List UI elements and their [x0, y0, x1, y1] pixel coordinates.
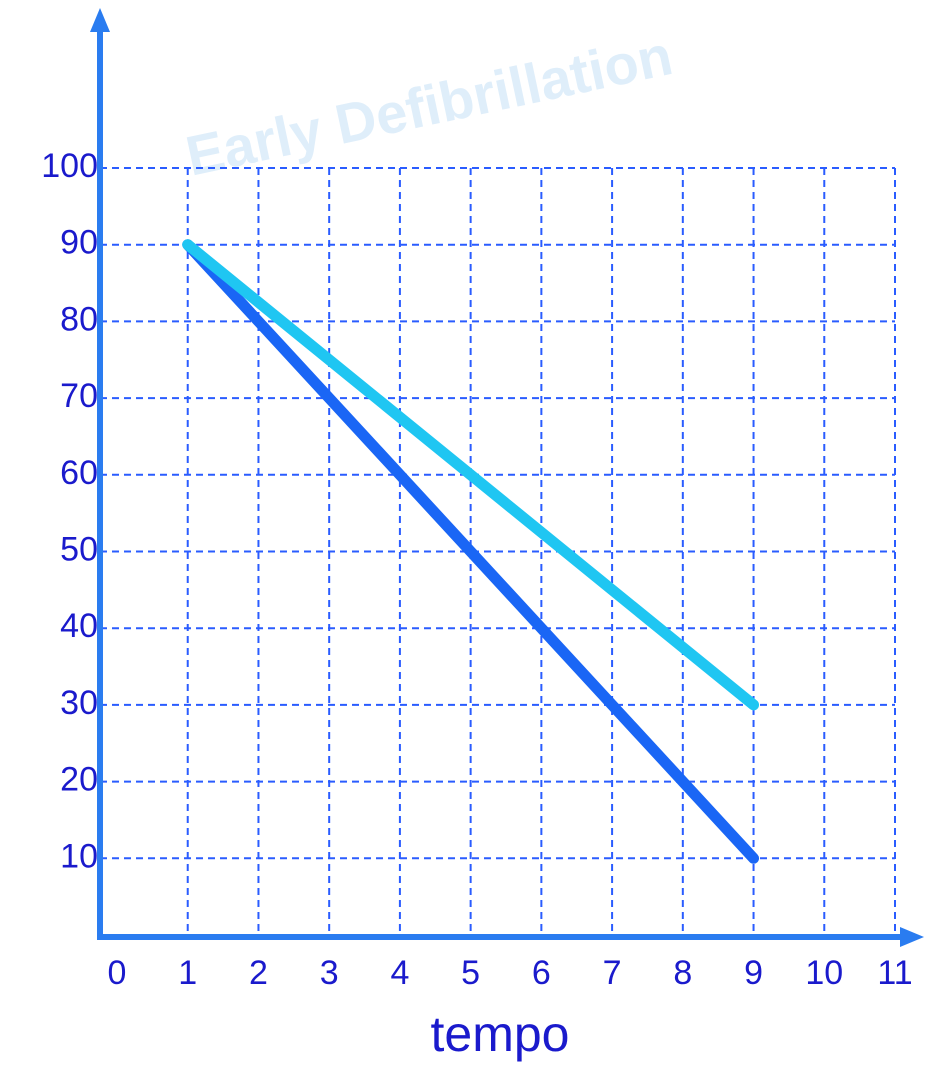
- y-tick-label: 40: [60, 607, 98, 645]
- y-tick-label: 90: [60, 224, 98, 262]
- x-tick-label: 9: [744, 954, 763, 992]
- y-tick-label: 50: [60, 530, 98, 568]
- y-tick-label: 10: [60, 837, 98, 875]
- y-tick-label: 80: [60, 300, 98, 338]
- x-tick-label: 11: [877, 954, 912, 992]
- x-axis-arrow: [900, 927, 924, 947]
- x-tick-label: 10: [805, 954, 843, 992]
- watermark: Early Defibrillation: [180, 23, 677, 187]
- x-tick-label: 5: [461, 954, 480, 992]
- x-tick-label: 6: [532, 954, 551, 992]
- x-tick-label: 3: [320, 954, 339, 992]
- y-tick-label: 30: [60, 684, 98, 722]
- x-tick-label: 7: [603, 954, 622, 992]
- x-tick-label: 4: [390, 954, 409, 992]
- y-axis-arrow: [90, 8, 110, 32]
- x-axis-label: tempo: [431, 1006, 570, 1062]
- x-tick-label: 8: [673, 954, 692, 992]
- y-tick-label: 100: [41, 147, 98, 185]
- x-tick-label: 2: [249, 954, 268, 992]
- chart: Early Defibrillation tempo 0 1 2 3 4 5 6 7 8 9 10 1…: [0, 0, 925, 1069]
- x-tick-label: 0: [108, 954, 127, 992]
- page: {"chart_data": {"type": "line", "waterma…: [0, 0, 925, 1069]
- x-tick-label: 1: [178, 954, 197, 992]
- y-tick-label: 70: [60, 377, 98, 415]
- y-tick-label: 60: [60, 454, 98, 492]
- y-tick-label: 20: [60, 761, 98, 799]
